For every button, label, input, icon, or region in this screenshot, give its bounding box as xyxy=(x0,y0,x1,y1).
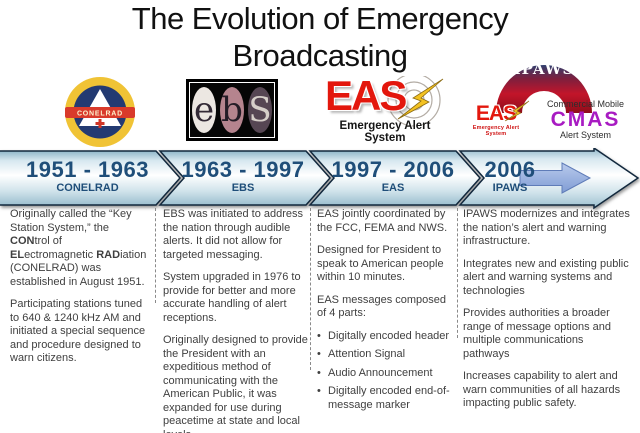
conelrad-logo-icon: CONELRAD xyxy=(64,76,136,148)
eas-small-logo-icon: EAS Emergency Alert System xyxy=(463,100,530,141)
paragraph: EBS was initiated to address the nation … xyxy=(163,208,304,261)
timeline-segment-ebs: 1963 - 1997 EBS xyxy=(172,158,314,195)
conelrad-cross-h xyxy=(95,122,105,125)
timeline-segment-eas: 1997 - 2006 EAS xyxy=(322,158,464,195)
timeline-chevron-3 xyxy=(308,150,482,206)
cmas-acronym: CMAS xyxy=(550,108,621,131)
ebs-letter-s: S xyxy=(248,87,272,133)
title-line-2: Broadcasting xyxy=(232,38,408,73)
bullet-text: Attention Signal xyxy=(328,348,406,360)
column-eas: EAS jointly coordinated by the FCC, FEMA… xyxy=(317,208,457,417)
paragraph: IPAWS modernizes and integrates the nati… xyxy=(463,208,630,247)
eas-caption: Emergency Alert System xyxy=(339,120,431,144)
title-line-1: The Evolution of Emergency xyxy=(131,1,509,36)
paragraph: Increases capability to alert and warn c… xyxy=(463,370,621,409)
timeline-segment-conelrad: 1951 - 1963 CONELRAD xyxy=(10,158,165,195)
ipaws-arch xyxy=(496,65,592,113)
timeline-banner xyxy=(0,148,640,210)
forward-arrow-icon xyxy=(519,162,592,194)
paragraph: EAS messages composed of 4 parts: xyxy=(317,293,447,320)
paragraph: Provides authorities a broader range of … xyxy=(463,307,611,360)
timeline-system-name: IPAWS xyxy=(492,182,528,194)
bullet-item: • Attention Signal xyxy=(317,348,457,362)
bullet-dot: • xyxy=(317,329,321,342)
timeline-system-name: CONELRAD xyxy=(56,182,119,194)
bullet-item: • Digitally encoded header xyxy=(317,330,457,344)
ipaws-logo-icon: IPAWS xyxy=(494,56,594,114)
timeline-system-name: EAS xyxy=(381,182,405,194)
eas-acronym: EAS xyxy=(325,72,407,119)
cmas-line-bottom: Alert System xyxy=(559,130,611,140)
bullet-item: • Audio Announcement xyxy=(317,367,457,381)
eas-small-caption: Emergency Alert System xyxy=(472,125,520,137)
bold-text: CON xyxy=(10,235,35,247)
text: trol of xyxy=(34,235,62,247)
ipaws-arch-svg: IPAWS xyxy=(496,60,592,113)
bullet-text: Digitally encoded header xyxy=(328,329,450,342)
conelrad-banner xyxy=(65,107,135,118)
timeline-years: 1951 - 1963 xyxy=(26,157,149,182)
text: iation (CONELRAD) was established in Aug… xyxy=(10,248,147,288)
cmas-logo-icon: Commercial Mobile CMAS Alert System xyxy=(533,100,638,140)
eas-logo-icon: EAS Emergency Alert System xyxy=(322,72,448,144)
paragraph: Originally called the “Key Station Syste… xyxy=(10,208,148,289)
eas-small-acronym: EAS xyxy=(475,102,517,125)
paragraph: System upgraded in 1976 to provide for b… xyxy=(163,271,301,324)
column-divider xyxy=(310,208,311,370)
timeline-segment-ipaws: 2006 IPAWS xyxy=(455,158,565,195)
bullet-dot: • xyxy=(317,366,321,379)
bullet-item: • Digitally encoded end-of-message marker xyxy=(317,385,457,412)
bullet-text: Audio Announcement xyxy=(328,366,433,379)
timeline-years: 1997 - 2006 xyxy=(331,157,455,182)
timeline-system-name: EBS xyxy=(231,182,255,194)
timeline-years: 1963 - 1997 xyxy=(181,157,305,182)
ipaws-arch-text: IPAWS xyxy=(514,60,575,78)
paragraph: Integrates new and existing public alert… xyxy=(463,257,629,297)
lightning-bolt-small-icon xyxy=(504,100,530,122)
text: Originally called the “Key Station Syste… xyxy=(10,208,132,234)
column-ebs: EBS was initiated to address the nation … xyxy=(163,208,309,433)
conelrad-banner-text: CONELRAD xyxy=(77,111,123,118)
bullet-dot: • xyxy=(317,385,321,397)
ebs-logo-icon: e b S xyxy=(186,79,278,141)
page-title: The Evolution of Emergency Broadcasting xyxy=(0,0,640,74)
bold-text: RAD xyxy=(96,248,121,261)
column-divider xyxy=(457,208,458,338)
column-conelrad: Originally called the “Key Station Syste… xyxy=(10,208,148,375)
timeline-chevron-1 xyxy=(0,150,182,206)
conelrad-logo-svg: CONELRAD xyxy=(65,77,135,147)
paragraph: EAS jointly coordinated by the FCC, FEMA… xyxy=(317,208,448,234)
paragraph: Participating stations tuned to 640 & 12… xyxy=(10,298,146,364)
text: ectromagnetic xyxy=(24,248,97,261)
lightning-bolt-icon xyxy=(397,78,444,120)
paragraph: Originally designed to provide the Presi… xyxy=(163,334,308,433)
bullet-dot: • xyxy=(317,348,321,360)
column-ipaws: IPAWS modernizes and integrates the nati… xyxy=(463,208,631,420)
column-divider xyxy=(155,208,156,303)
timeline-chevron-2 xyxy=(158,150,332,206)
ebs-letter-e: e xyxy=(192,87,216,133)
cmas-line-top: Commercial Mobile xyxy=(546,99,625,109)
ebs-letter-b: b xyxy=(220,87,244,133)
timeline-years: 2006 xyxy=(484,157,536,182)
paragraph: Designed for President to speak to Ameri… xyxy=(317,244,444,283)
bullet-text: Digitally encoded end-of-message marker xyxy=(328,385,450,411)
description-columns: Originally called the “Key Station Syste… xyxy=(0,208,640,433)
bold-text: EL xyxy=(10,248,25,261)
